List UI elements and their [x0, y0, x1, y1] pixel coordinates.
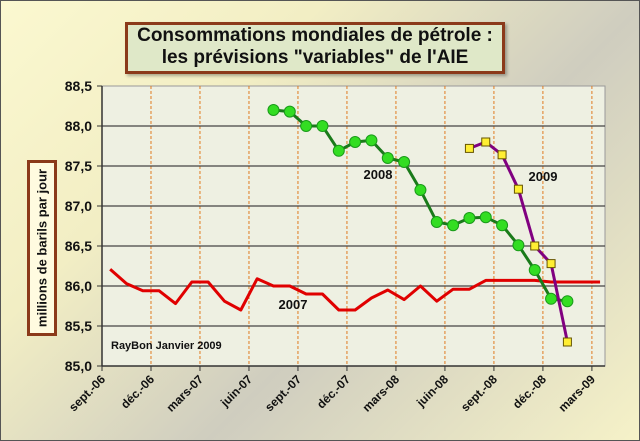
- y-tick-label: 88,0: [65, 118, 92, 134]
- data-point-2009: [530, 241, 540, 251]
- data-point-2008: [545, 292, 558, 305]
- series-line-2007: [109, 268, 601, 312]
- data-point-2008: [447, 219, 460, 232]
- x-tick-label: déc.-06: [118, 372, 157, 411]
- x-tick-label: juin-07: [217, 372, 255, 410]
- data-point-2008: [398, 156, 411, 168]
- data-point-2008: [349, 136, 362, 148]
- credit-text: RayBon Janvier 2009: [111, 340, 222, 352]
- x-tick-label: sept.-08: [458, 372, 500, 414]
- x-tick-label: mars-08: [360, 372, 403, 415]
- data-point-2008: [479, 211, 492, 224]
- chart-title: Consommations mondiales de pétrole : les…: [125, 22, 505, 74]
- y-tick-label: 86,0: [65, 278, 92, 294]
- data-point-2009: [497, 150, 507, 160]
- data-point-2008: [316, 120, 329, 132]
- data-point-2008: [414, 184, 427, 196]
- series-label-2009: 2009: [529, 169, 558, 184]
- x-tick-label: mars-09: [556, 372, 599, 415]
- title-line-2: les prévisions "variables" de l'AIE: [161, 47, 469, 68]
- y-tick-label: 86,5: [65, 238, 92, 254]
- series-label-2008: 2008: [364, 167, 393, 182]
- plot-area: [101, 85, 606, 367]
- x-tick-label: juin-08: [413, 372, 451, 410]
- data-point-2008: [430, 216, 443, 228]
- x-tick-label: mars-07: [164, 372, 207, 415]
- data-point-2008: [381, 152, 394, 164]
- data-point-2008: [496, 219, 509, 232]
- x-tick-label: sept.-07: [262, 372, 304, 414]
- y-tick-label: 87,0: [65, 198, 92, 214]
- data-point-2009: [464, 143, 474, 153]
- data-point-2009: [562, 337, 572, 347]
- y-tick-label: 87,5: [65, 158, 92, 174]
- data-point-2008: [283, 105, 296, 118]
- data-point-2009: [513, 184, 523, 194]
- data-point-2008: [561, 295, 574, 308]
- data-point-2009: [481, 137, 491, 147]
- y-axis-label-box: millions de barils par jour: [27, 160, 57, 336]
- data-point-2008: [365, 134, 378, 147]
- data-point-2008: [300, 120, 313, 132]
- y-tick-label: 85,0: [65, 358, 92, 374]
- data-point-2008: [332, 144, 345, 157]
- data-point-2009: [546, 259, 556, 269]
- y-tick-label: 85,5: [65, 318, 92, 334]
- series-label-2007: 2007: [279, 297, 308, 312]
- x-tick-label: déc.-08: [510, 372, 549, 411]
- data-point-2008: [267, 104, 280, 116]
- data-point-2008: [528, 264, 541, 276]
- y-tick-label: 88,5: [65, 78, 92, 94]
- title-line-1: Consommations mondiales de pétrole :: [137, 25, 493, 46]
- data-point-2008: [512, 239, 525, 252]
- x-tick-label: sept.-06: [66, 372, 108, 414]
- data-point-2008: [463, 212, 476, 224]
- x-tick-label: déc.-07: [314, 372, 353, 411]
